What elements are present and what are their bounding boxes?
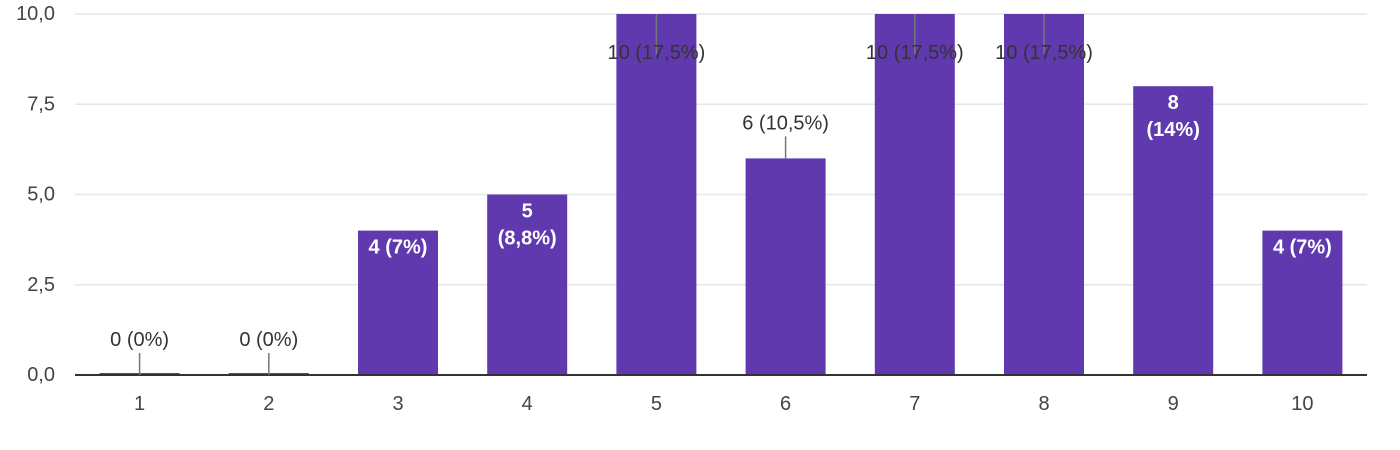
- y-axis-ticks: 0,0 2,5 5,0 7,5 10,0: [16, 3, 55, 386]
- bar: [616, 14, 697, 375]
- bar: [874, 14, 955, 375]
- bar: [1004, 14, 1084, 375]
- data-label: 10 (17,5%): [995, 42, 1093, 64]
- data-label: 5: [522, 201, 533, 223]
- data-label: 0 (0%): [110, 329, 169, 351]
- data-label: 8: [1168, 92, 1179, 114]
- x-tick-label: 2: [263, 393, 274, 415]
- x-tick-label: 4: [522, 393, 533, 415]
- x-tick-label: 3: [392, 393, 403, 415]
- label-leader-lines: [138, 14, 1045, 375]
- bar: [745, 158, 826, 375]
- x-tick-label: 7: [909, 393, 920, 415]
- x-tick-label: 5: [651, 393, 662, 415]
- y-tick-label: 5,0: [27, 184, 55, 206]
- y-tick-label: 7,5: [27, 93, 55, 115]
- x-axis-ticks: 1 2 3 4 5 6 7 8 9 10: [134, 393, 1313, 415]
- x-tick-label: 1: [134, 393, 145, 415]
- x-tick-label: 8: [1038, 393, 1049, 415]
- data-label: 0 (0%): [239, 329, 298, 351]
- data-label: 10 (17,5%): [866, 42, 964, 64]
- bars: [99, 14, 1343, 375]
- x-tick-label: 6: [780, 393, 791, 415]
- bar: [358, 230, 438, 375]
- data-label: 4 (7%): [369, 237, 428, 259]
- x-tick-label: 10: [1291, 393, 1313, 415]
- bar: [1133, 86, 1214, 375]
- data-label: 4 (7%): [1273, 237, 1332, 259]
- y-tick-label: 10,0: [16, 3, 55, 25]
- data-label: 6 (10,5%): [742, 112, 829, 134]
- bar: [1262, 230, 1343, 375]
- x-tick-label: 9: [1168, 393, 1179, 415]
- data-label: 10 (17,5%): [607, 42, 705, 64]
- data-label: (14%): [1147, 119, 1200, 141]
- y-tick-label: 0,0: [27, 364, 55, 386]
- data-label: (8,8%): [498, 228, 557, 250]
- data-labels: 0 (0%) 0 (0%) 4 (7%) 5 (8,8%) 10 (17,5%) 6 (10…: [110, 42, 1332, 351]
- y-tick-label: 2,5: [27, 274, 55, 296]
- bar: [487, 194, 568, 375]
